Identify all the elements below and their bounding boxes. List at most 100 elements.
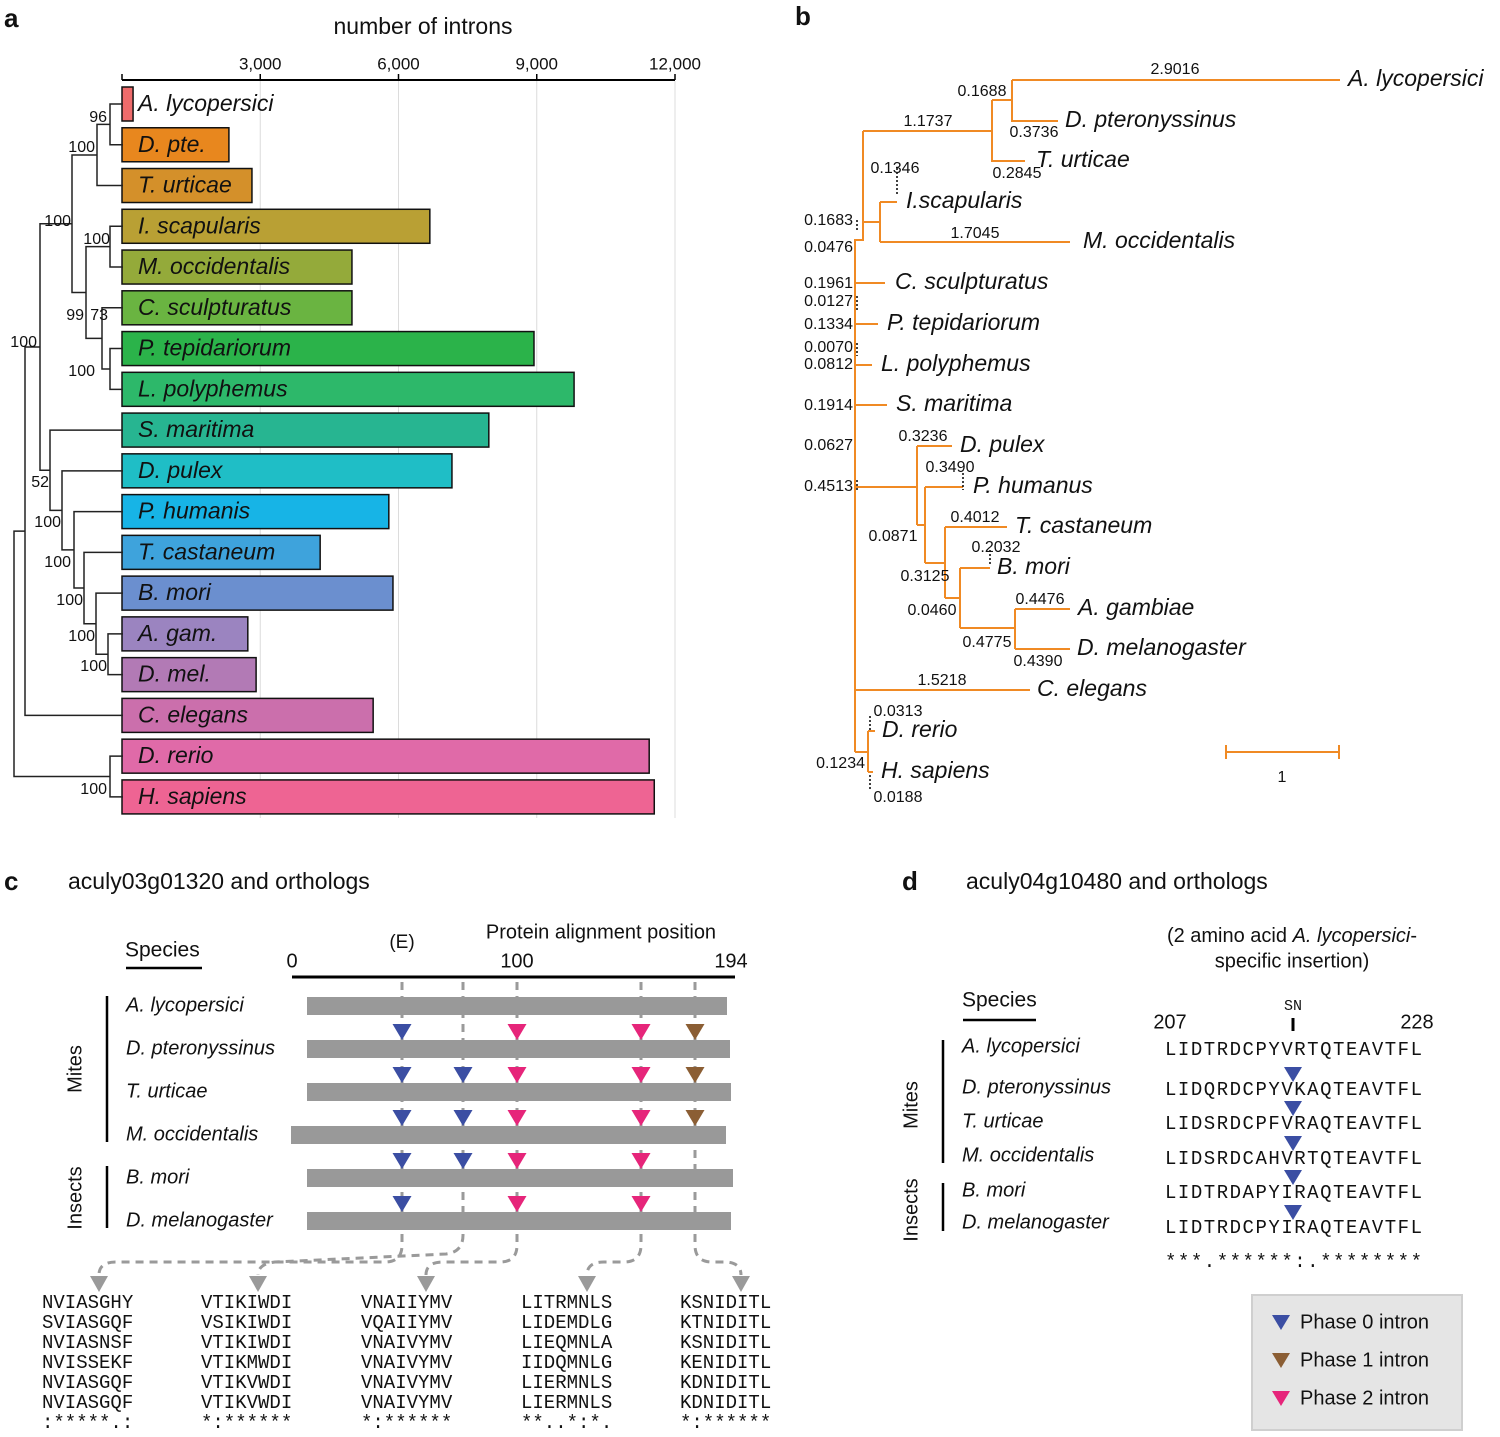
sequence: LIDEMDLG [521, 1312, 612, 1334]
support-value: 100 [44, 554, 71, 571]
branch-length: 0.1346 [871, 160, 920, 177]
branch-length: 0.1914 [804, 397, 853, 414]
bar [121, 290, 353, 326]
bar [121, 575, 394, 611]
sequence: **..*:*. [521, 1412, 612, 1434]
tree-branch [13, 530, 110, 778]
axis-tick-label: 0 [286, 950, 297, 972]
branch-length: 0.0313 [874, 703, 923, 720]
panel-label: a [4, 3, 19, 33]
tree-branch [71, 154, 97, 294]
taxon-label: D. pteronyssinus [1065, 106, 1237, 132]
branch-length: 1.5218 [918, 672, 967, 689]
support-value: 100 [56, 592, 83, 609]
axis-tick-label: 194 [714, 950, 747, 972]
sequence: KTNIDITL [680, 1312, 771, 1334]
scale-label: 1 [1278, 769, 1287, 786]
panel-label: c [4, 866, 18, 896]
bar [121, 616, 249, 652]
sequence: VTIKVWDI [201, 1372, 292, 1394]
bar-label: P. tepidariorum [138, 335, 291, 361]
species-label: A. lycopersici [125, 994, 244, 1016]
scale-bar [1225, 745, 1340, 759]
species-label: M. occidentalis [962, 1144, 1094, 1166]
branch-length: 0.1234 [816, 755, 865, 772]
insertion-label: SN [1284, 998, 1302, 1015]
intron-marker [631, 1024, 651, 1040]
taxon-label: C. elegans [1037, 675, 1147, 701]
column-header: Species [962, 989, 1037, 1012]
taxon-label: T. urticae [1036, 146, 1130, 172]
intron-marker [453, 1067, 473, 1083]
branch-length: 0.4775 [963, 634, 1012, 651]
support-value: 99 [66, 307, 84, 324]
bar-label: B. mori [138, 579, 212, 605]
sequence: VNAIVYMV [361, 1372, 453, 1394]
branch-length: 0.4390 [1014, 653, 1063, 670]
support-value: 100 [83, 231, 110, 248]
branch-length: 0.2845 [993, 165, 1042, 182]
tree-branch [107, 633, 123, 676]
legend-label: Phase 0 intron [1300, 1311, 1429, 1333]
sequence: ***.******:.******** [1165, 1251, 1422, 1273]
branch-length: 0.3236 [899, 428, 948, 445]
species-label: B. mori [126, 1166, 190, 1188]
tree-branch [85, 245, 110, 340]
sequence: VNAIVYMV [361, 1352, 453, 1374]
branch-length: 0.1334 [804, 316, 853, 333]
axis-title: number of introns [334, 13, 513, 39]
species-label: B. mori [962, 1179, 1026, 1201]
branch-length: 0.3125 [901, 568, 950, 585]
taxon-label: H. sapiens [881, 757, 990, 783]
annotation: (E) [389, 932, 414, 953]
bar-label: D. mel. [138, 661, 211, 687]
branch-length: 0.4513 [804, 478, 853, 495]
bar-label: H. sapiens [138, 783, 247, 809]
intron-marker [685, 1024, 705, 1040]
tree-branch [95, 592, 123, 656]
sequence: VNAIIYMV [361, 1292, 453, 1314]
intron-marker [392, 1110, 412, 1126]
species-label: M. occidentalis [126, 1123, 258, 1145]
sequence: VSIKIWDI [201, 1312, 292, 1334]
sequence: LIDSRDCAHVRTQTEAVTFL [1165, 1148, 1422, 1170]
bar [121, 738, 650, 774]
intron-marker [392, 1024, 412, 1040]
tree-branch [109, 347, 123, 391]
intron-guides [97, 982, 743, 1276]
protein-bar [307, 1083, 731, 1101]
species-label: D. pteronyssinus [126, 1037, 275, 1059]
bar-label: S. maritima [138, 416, 254, 442]
intron-marker [1284, 1170, 1302, 1185]
branch-length: 0.1961 [804, 275, 853, 292]
legend-label: Phase 2 intron [1300, 1387, 1429, 1409]
tree-branch [109, 225, 123, 268]
taxon-label: D. rerio [882, 716, 958, 742]
branch-length: 0.4012 [951, 509, 1000, 526]
axis-tick-label: 100 [500, 950, 533, 972]
sequence: VTIKMWDI [201, 1352, 292, 1374]
bar [121, 208, 431, 245]
branch-length: 0.0627 [804, 437, 853, 454]
tree-branch [109, 103, 123, 146]
intron-marker [453, 1110, 473, 1126]
branch-length: 0.0070 [804, 339, 853, 356]
taxon-label: A. gambiae [1076, 594, 1194, 620]
branch-length: 0.4476 [1016, 591, 1065, 608]
sequence: LIDTRDAPYIRAQTEAVTFL [1165, 1182, 1422, 1204]
branch-length: 0.2032 [972, 539, 1021, 556]
branch-length: 0.1683 [804, 212, 853, 229]
branch-length: 1.1737 [904, 113, 953, 130]
bar-label: D. rerio [138, 742, 214, 768]
sequence: LIDSRDCPFVRAQTEAVTFL [1165, 1113, 1422, 1135]
bar [121, 656, 257, 693]
bar-label: D. pte. [138, 131, 206, 157]
taxon-label: T. castaneum [1015, 512, 1152, 538]
legend-swatch [1272, 1315, 1290, 1330]
note-part: (2 amino acid [1167, 925, 1293, 947]
intron-marker [507, 1110, 527, 1126]
sequence: LIERMNLS [521, 1392, 612, 1414]
intron-marker [685, 1067, 705, 1083]
bar-label: M. occidentalis [138, 253, 291, 279]
